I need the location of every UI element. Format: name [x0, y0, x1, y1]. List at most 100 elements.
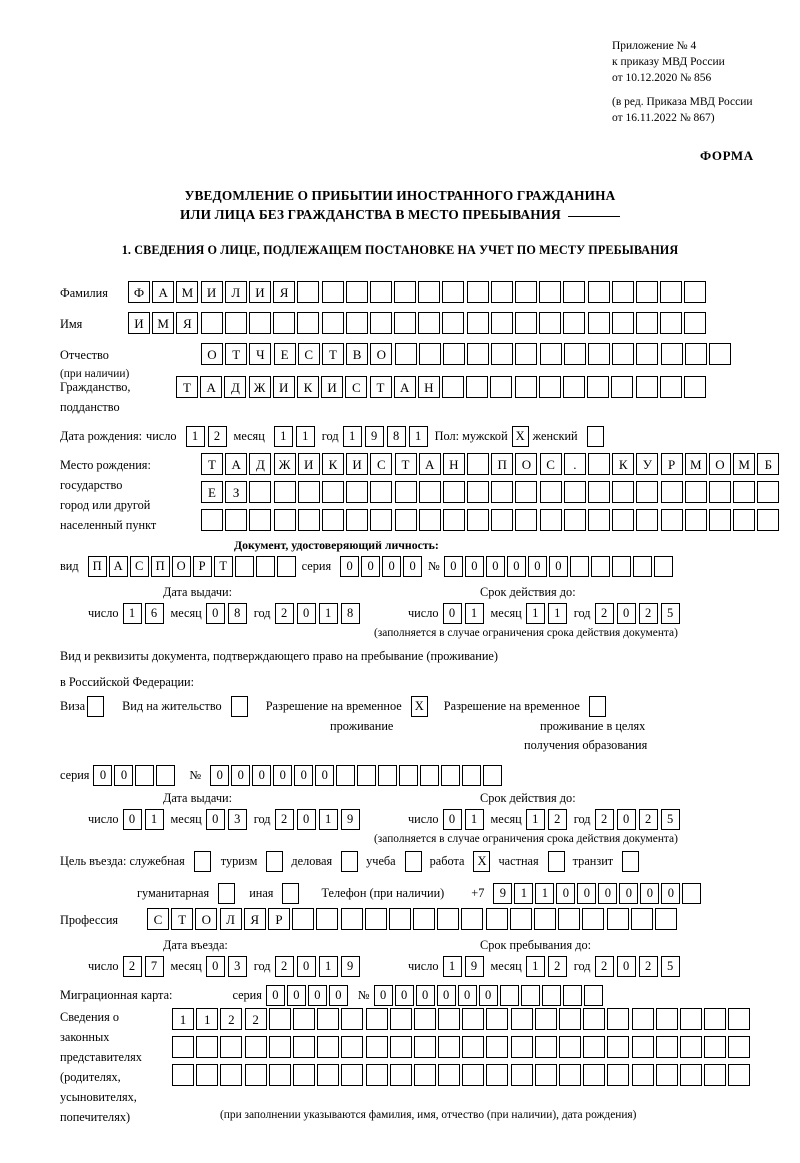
- char-cell[interactable]: 1: [318, 956, 338, 977]
- char-cell[interactable]: [442, 509, 465, 531]
- char-cell[interactable]: Я: [243, 908, 266, 930]
- char-cell[interactable]: [297, 281, 320, 303]
- char-cell[interactable]: А: [393, 376, 416, 398]
- char-cell[interactable]: [297, 481, 320, 503]
- char-cell[interactable]: Д: [224, 376, 247, 398]
- char-cell[interactable]: [520, 985, 540, 1006]
- char-cell[interactable]: [413, 908, 436, 930]
- char-cell[interactable]: [635, 376, 658, 398]
- char-cell[interactable]: [442, 312, 465, 334]
- char-cell[interactable]: А: [152, 281, 175, 303]
- char-cell[interactable]: [515, 312, 537, 334]
- char-cell[interactable]: [660, 281, 683, 303]
- char-cell[interactable]: [135, 765, 155, 786]
- char-cell[interactable]: 0: [205, 956, 225, 977]
- char-cell[interactable]: [636, 509, 659, 531]
- char-cell[interactable]: [590, 556, 610, 577]
- char-cell[interactable]: И: [200, 281, 223, 303]
- char-cell[interactable]: [389, 1064, 412, 1086]
- char-cell[interactable]: 9: [340, 809, 360, 830]
- char-cell[interactable]: 3: [227, 956, 247, 977]
- char-cell[interactable]: [708, 343, 731, 365]
- char-cell[interactable]: 0: [273, 765, 293, 786]
- char-cell[interactable]: 0: [296, 956, 316, 977]
- char-cell[interactable]: 1: [525, 603, 545, 624]
- char-cell[interactable]: [583, 985, 603, 1006]
- char-cell[interactable]: [660, 509, 683, 531]
- char-cell[interactable]: 3: [227, 809, 247, 830]
- char-cell[interactable]: Д: [249, 453, 272, 475]
- char-cell[interactable]: [607, 1064, 630, 1086]
- char-cell[interactable]: 7: [144, 956, 164, 977]
- char-cell[interactable]: [341, 1036, 364, 1058]
- char-cell[interactable]: Т: [176, 376, 198, 398]
- char-cell[interactable]: [394, 281, 417, 303]
- char-cell[interactable]: П: [150, 556, 170, 577]
- char-cell[interactable]: [728, 1036, 751, 1058]
- char-cell[interactable]: [510, 1008, 533, 1030]
- char-cell[interactable]: А: [418, 453, 441, 475]
- char-cell[interactable]: 0: [265, 985, 285, 1006]
- char-cell[interactable]: [630, 908, 653, 930]
- char-cell[interactable]: С: [129, 556, 149, 577]
- char-cell[interactable]: О: [201, 343, 223, 365]
- char-cell[interactable]: 0: [286, 985, 306, 1006]
- char-cell[interactable]: [249, 509, 272, 531]
- char-cell[interactable]: 2: [594, 603, 614, 624]
- char-cell[interactable]: [442, 481, 465, 503]
- char-cell[interactable]: Л: [224, 281, 247, 303]
- char-cell[interactable]: Т: [171, 908, 194, 930]
- char-cell[interactable]: В: [346, 343, 369, 365]
- char-cell[interactable]: Р: [660, 453, 683, 475]
- char-cell[interactable]: 1: [172, 1008, 194, 1030]
- char-cell[interactable]: 8: [340, 603, 360, 624]
- char-cell[interactable]: [558, 908, 581, 930]
- char-cell[interactable]: 1: [295, 426, 315, 447]
- char-cell[interactable]: 1: [525, 809, 545, 830]
- purpose-tourism-checkbox[interactable]: [266, 851, 284, 872]
- char-cell[interactable]: М: [733, 453, 756, 475]
- char-cell[interactable]: П: [87, 556, 107, 577]
- char-cell[interactable]: 0: [548, 556, 568, 577]
- char-cell[interactable]: [636, 481, 659, 503]
- char-cell[interactable]: 9: [493, 883, 513, 904]
- char-cell[interactable]: [679, 1036, 702, 1058]
- char-cell[interactable]: [394, 312, 417, 334]
- char-cell[interactable]: 0: [296, 603, 316, 624]
- purpose-private-checkbox[interactable]: [547, 851, 565, 872]
- char-cell[interactable]: 0: [415, 985, 435, 1006]
- char-cell[interactable]: [249, 481, 272, 503]
- char-cell[interactable]: С: [147, 908, 169, 930]
- char-cell[interactable]: 6: [144, 603, 164, 624]
- char-cell[interactable]: 2: [594, 956, 614, 977]
- char-cell[interactable]: [317, 1064, 340, 1086]
- char-cell[interactable]: 0: [382, 556, 402, 577]
- char-cell[interactable]: Р: [267, 908, 290, 930]
- char-cell[interactable]: [370, 481, 393, 503]
- char-cell[interactable]: [292, 1036, 315, 1058]
- char-cell[interactable]: [389, 1036, 412, 1058]
- char-cell[interactable]: 1: [122, 603, 142, 624]
- char-cell[interactable]: Ж: [273, 453, 296, 475]
- char-cell[interactable]: И: [346, 453, 369, 475]
- char-cell[interactable]: С: [539, 453, 562, 475]
- char-cell[interactable]: Я: [176, 312, 199, 334]
- char-cell[interactable]: 1: [525, 956, 545, 977]
- char-cell[interactable]: Ч: [249, 343, 272, 365]
- char-cell[interactable]: [224, 312, 247, 334]
- char-cell[interactable]: 2: [274, 956, 294, 977]
- char-cell[interactable]: 0: [373, 985, 393, 1006]
- char-cell[interactable]: [321, 481, 344, 503]
- char-cell[interactable]: И: [248, 281, 271, 303]
- char-cell[interactable]: [172, 1036, 194, 1058]
- char-cell[interactable]: [569, 556, 589, 577]
